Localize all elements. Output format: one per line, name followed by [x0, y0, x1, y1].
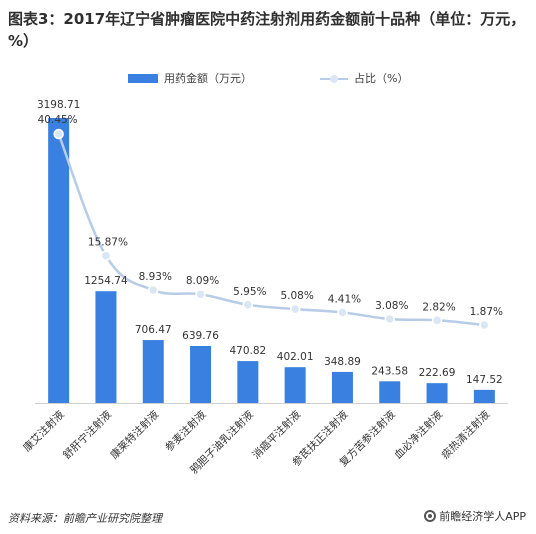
category-tick-label: 血必净注射液 — [391, 408, 445, 462]
share-value-label: 5.08% — [280, 290, 313, 302]
share-point — [53, 128, 64, 140]
category-tick-label: 消癌平注射液 — [250, 408, 304, 462]
share-point — [148, 284, 159, 296]
share-point — [431, 315, 443, 326]
legend-line-swatch — [320, 74, 348, 83]
legend-item-amount: 用药金额（万元） — [128, 70, 252, 86]
bar-value-label: 639.76 — [182, 330, 219, 342]
share-value-label: 2.82% — [422, 301, 455, 313]
category-tick-label: 康莱特注射液 — [108, 408, 162, 462]
bar-value-label: 243.58 — [371, 365, 408, 377]
share-value-label: 3.08% — [375, 300, 408, 312]
share-point — [242, 299, 254, 311]
bar-value-label: 348.89 — [324, 356, 361, 368]
share-value-label: 8.93% — [139, 271, 172, 283]
bar-value-label: 222.69 — [419, 367, 456, 379]
chart-title: 图表3：2017年辽宁省肿瘤医院中药注射剂用药金额前十品种（单位：万元，%） — [8, 10, 526, 50]
legend-bar-swatch — [128, 73, 158, 83]
bar — [473, 389, 495, 403]
bar-value-label: 3198.71 — [37, 99, 80, 111]
source-note: 资料来源：前瞻产业研究院整理 — [8, 512, 162, 525]
bar-value-label: 1254.74 — [84, 275, 128, 287]
bar — [331, 371, 353, 403]
brand-logo-icon — [424, 510, 437, 522]
legend-label-share: 占比（%） — [354, 72, 409, 85]
bar — [190, 345, 212, 403]
share-point — [195, 288, 206, 300]
share-value-label: 15.87% — [88, 237, 128, 249]
bar — [284, 367, 306, 403]
bar-value-label: 402.01 — [277, 351, 314, 363]
bar — [426, 383, 448, 403]
legend: 用药金额（万元） 占比（%） — [0, 70, 536, 90]
brand: 前瞻经济学人APP — [424, 508, 526, 524]
share-line — [57, 133, 485, 327]
share-value-label: 4.41% — [328, 293, 361, 305]
share-point — [337, 307, 348, 318]
category-tick-label: 参麦注射液 — [162, 408, 209, 455]
share-point — [479, 319, 490, 331]
category-tick-label: 康艾注射液 — [20, 408, 67, 455]
share-value-label: 8.09% — [186, 275, 219, 287]
bar-value-label: 470.82 — [229, 345, 266, 357]
legend-item-share: 占比（%） — [320, 70, 408, 86]
share-value-label: 1.87% — [470, 306, 503, 318]
bar-value-label: 147.52 — [466, 374, 503, 386]
share-point — [289, 303, 301, 315]
legend-label-amount: 用药金额（万元） — [164, 72, 252, 85]
share-value-label: 5.95% — [233, 286, 266, 298]
category-tick-label: 痰热清注射液 — [439, 408, 493, 462]
brand-name: 前瞻经济学人APP — [439, 510, 526, 523]
share-point — [384, 313, 395, 325]
category-tick-label: 舒肝宁注射液 — [60, 408, 114, 462]
share-value-label: 40.45% — [38, 114, 78, 126]
share-point — [100, 250, 112, 261]
bar-value-label: 706.47 — [135, 324, 172, 336]
bar — [379, 381, 401, 403]
bar — [142, 340, 164, 403]
bar — [95, 291, 117, 403]
bar — [48, 118, 70, 403]
bar — [237, 361, 259, 403]
